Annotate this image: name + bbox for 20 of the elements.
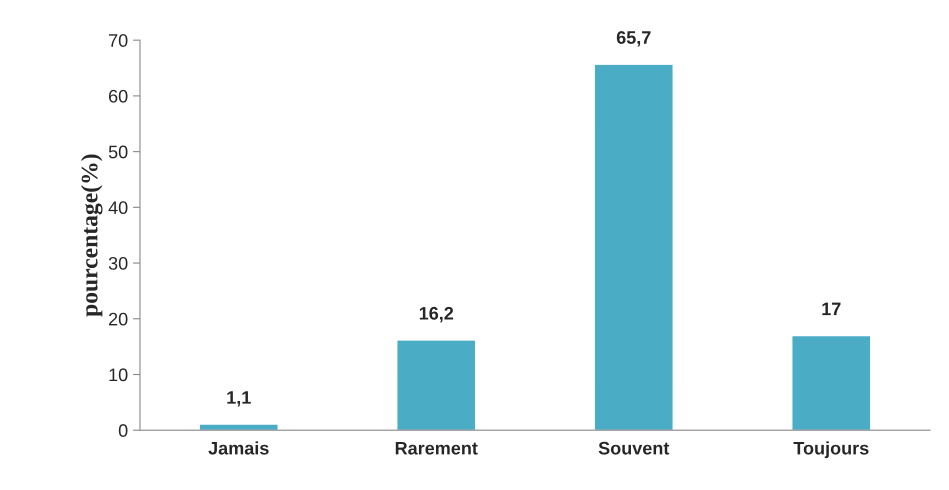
y-tick-label: 30 <box>108 256 128 270</box>
y-tick-label: 50 <box>108 146 128 158</box>
y-tick-label: 60 <box>109 90 128 103</box>
y-tick-label: 10 <box>109 368 128 382</box>
bar <box>594 63 674 430</box>
y-axis-title: pourcentage(%) <box>80 154 103 317</box>
y-tick-label: 70 <box>109 34 128 47</box>
data-label: 65,7 <box>616 31 651 47</box>
bar <box>791 334 872 430</box>
y-tick-label: 20 <box>109 312 128 326</box>
x-tick-label: Toujours <box>794 441 868 458</box>
y-tick-label: 40 <box>108 201 128 214</box>
x-tick-label: Jamais <box>208 441 269 455</box>
x-tick-label: Rarement <box>396 442 478 455</box>
data-label: 1,1 <box>227 391 251 406</box>
data-label: 16,2 <box>420 306 454 322</box>
x-tick-label: Souvent <box>598 442 670 455</box>
bar <box>396 339 476 430</box>
data-label: 17 <box>822 302 841 316</box>
y-tick-label: 0 <box>118 424 128 437</box>
